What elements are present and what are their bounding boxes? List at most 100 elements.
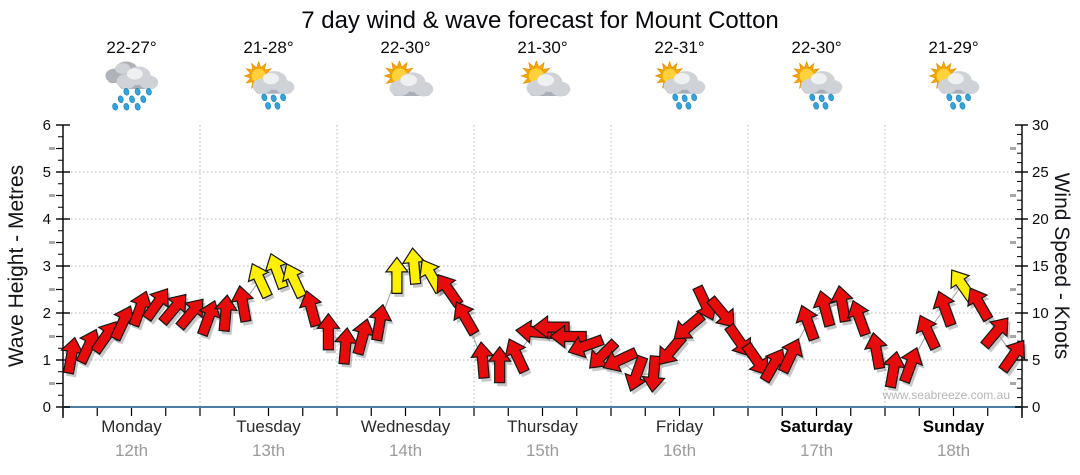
wind-arrow xyxy=(846,299,871,338)
raindrop-shape xyxy=(117,95,124,103)
raindrop-shape xyxy=(964,93,971,102)
raindrop-shape xyxy=(690,93,697,102)
cloud-shape xyxy=(525,72,570,97)
wind-arrow xyxy=(514,319,553,344)
raindrop-shape xyxy=(671,93,678,102)
raindrop-shape xyxy=(822,102,828,110)
day-date-label: 14th xyxy=(388,441,423,460)
wind-arrow xyxy=(706,295,735,328)
wind-arrow xyxy=(863,331,888,370)
raindrop-shape xyxy=(685,102,691,110)
cloud-shape xyxy=(663,71,705,95)
wind-arrow xyxy=(899,346,924,385)
axis-tick-label: 4 xyxy=(43,211,51,228)
day-name-label: Wednesday xyxy=(360,417,451,436)
sun-cloud-rain-icon xyxy=(790,61,842,110)
raindrop-shape xyxy=(134,103,141,111)
raindrop-shape xyxy=(681,94,688,103)
axis-tick-label: 5 xyxy=(43,164,51,181)
cloud-shape xyxy=(116,66,158,90)
wind-arrow xyxy=(549,324,587,349)
cloud-shape xyxy=(937,71,979,95)
wind-arrow xyxy=(829,284,854,323)
raindrop-shape xyxy=(949,102,956,110)
wind-arrow xyxy=(532,314,570,340)
day-temp-label: 22-31° xyxy=(654,38,705,57)
wind-arrow xyxy=(998,339,1026,374)
left-axis-title: Wave Height - Metres xyxy=(5,164,28,368)
day-name-label: Saturday xyxy=(780,417,853,436)
wind-arrow xyxy=(915,314,941,352)
wind-arrow xyxy=(196,299,222,338)
day-date-label: 16th xyxy=(662,441,697,460)
wind-arrow xyxy=(980,317,1009,350)
axis-tick-label: 30 xyxy=(1032,117,1049,134)
raindrop-shape xyxy=(122,88,129,96)
wind-arrow xyxy=(932,290,957,328)
raindrop-shape xyxy=(827,93,834,102)
raindrop-shape xyxy=(134,88,141,96)
raindrop-shape xyxy=(122,103,129,111)
axis-tick-label: 1 xyxy=(43,352,51,369)
sun-cloud-icon xyxy=(382,61,433,97)
axis-tick-label: 6 xyxy=(43,117,51,134)
cloud-shape xyxy=(800,71,842,95)
wind-arrow xyxy=(453,301,480,337)
wind-arrow xyxy=(795,304,820,342)
raindrop-shape xyxy=(274,102,280,110)
day-date-label: 17th xyxy=(799,441,834,460)
raindrop-shape xyxy=(675,102,682,110)
wind-arrow xyxy=(175,298,204,331)
wind-arrow xyxy=(967,287,994,323)
raindrop-shape xyxy=(260,93,267,102)
sun-cloud-icon xyxy=(519,61,570,97)
axis-tick-label: 5 xyxy=(1032,352,1040,369)
raindrop-shape xyxy=(959,102,965,110)
raindrop-shape xyxy=(139,95,146,103)
sun-cloud-rain-icon xyxy=(242,61,294,110)
axis-tick-label: 0 xyxy=(43,399,51,416)
wind-arrow xyxy=(384,256,410,294)
raindrop-shape xyxy=(145,88,152,96)
day-temp-label: 21-28° xyxy=(243,38,294,57)
raindrop-shape xyxy=(818,94,825,103)
day-temp-label: 22-27° xyxy=(106,38,157,57)
wind-arrow xyxy=(504,338,530,375)
wind-arrows xyxy=(60,247,1026,394)
day-date-label: 13th xyxy=(251,441,286,460)
wind-arrow xyxy=(247,262,273,300)
sun-cloud-rain-icon xyxy=(653,61,705,110)
wind-arrow xyxy=(264,252,289,291)
axis-tick-label: 0 xyxy=(1032,399,1040,416)
wind-arrow xyxy=(158,293,187,327)
wind-arrow xyxy=(316,312,341,351)
wind-arrow xyxy=(368,303,393,342)
raindrop-shape xyxy=(279,93,286,102)
wind-arrow xyxy=(298,289,323,328)
day-name-label: Sunday xyxy=(922,417,985,436)
day-date-label: 15th xyxy=(525,441,560,460)
day-name-label: Tuesday xyxy=(236,417,301,436)
chart-title: 7 day wind & wave forecast for Mount Cot… xyxy=(301,7,779,34)
day-temp-label: 21-29° xyxy=(928,38,979,57)
wind-arrow xyxy=(141,288,169,323)
wind-arrow xyxy=(812,289,837,328)
axis-tick-label: 3 xyxy=(43,258,51,275)
axis-tick-label: 20 xyxy=(1032,211,1049,228)
day-temp-label: 22-30° xyxy=(791,38,842,57)
day-name-label: Monday xyxy=(101,417,162,436)
wind-arrow xyxy=(777,338,804,375)
cloud-shape xyxy=(252,71,294,95)
raindrop-shape xyxy=(808,93,815,102)
watermark: www.seabreeze.com.au xyxy=(882,388,1010,402)
raindrop-shape xyxy=(812,102,819,110)
raindrop-shape xyxy=(945,93,952,102)
day-temp-label: 21-30° xyxy=(517,38,568,57)
axis-tick-label: 25 xyxy=(1032,164,1049,181)
axis-tick-label: 2 xyxy=(43,305,51,322)
wind-arrow xyxy=(213,294,239,333)
raindrop-shape xyxy=(128,95,135,103)
day-name-label: Friday xyxy=(655,417,704,436)
